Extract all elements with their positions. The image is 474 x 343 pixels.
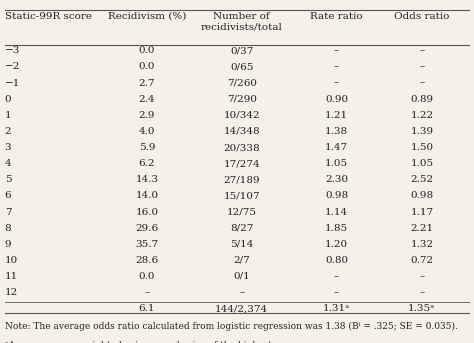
Text: ᵃAverages were weighted using sample size of the highest score.: ᵃAverages were weighted using sample siz… <box>5 341 302 343</box>
Text: 2.52: 2.52 <box>410 175 433 184</box>
Text: 4: 4 <box>5 159 11 168</box>
Text: 0/1: 0/1 <box>233 272 250 281</box>
Text: 0.98: 0.98 <box>410 191 433 200</box>
Text: 1.50: 1.50 <box>410 143 433 152</box>
Text: 2/7: 2/7 <box>233 256 250 265</box>
Text: 0.98: 0.98 <box>325 191 348 200</box>
Text: 2: 2 <box>5 127 11 136</box>
Text: 29.6: 29.6 <box>136 224 158 233</box>
Text: 2.30: 2.30 <box>325 175 348 184</box>
Text: 1.39: 1.39 <box>410 127 433 136</box>
Text: 35.7: 35.7 <box>136 240 158 249</box>
Text: 1.35ᵃ: 1.35ᵃ <box>408 304 436 313</box>
Text: 4.0: 4.0 <box>139 127 155 136</box>
Text: –: – <box>239 288 245 297</box>
Text: –: – <box>334 46 339 55</box>
Text: 5/14: 5/14 <box>230 240 254 249</box>
Text: 0.0: 0.0 <box>139 62 155 71</box>
Text: 12: 12 <box>5 288 18 297</box>
Text: 0.0: 0.0 <box>139 272 155 281</box>
Text: 5.9: 5.9 <box>139 143 155 152</box>
Text: –: – <box>334 79 339 87</box>
Text: 1.32: 1.32 <box>410 240 433 249</box>
Text: 1.22: 1.22 <box>410 111 433 120</box>
Text: 7/260: 7/260 <box>227 79 257 87</box>
Text: 0/37: 0/37 <box>230 46 254 55</box>
Text: –: – <box>334 272 339 281</box>
Text: 8/27: 8/27 <box>230 224 254 233</box>
Text: 0: 0 <box>5 95 11 104</box>
Text: 1.14: 1.14 <box>325 208 348 216</box>
Text: −1: −1 <box>5 79 20 87</box>
Text: 2.9: 2.9 <box>139 111 155 120</box>
Text: 1: 1 <box>5 111 11 120</box>
Text: 6: 6 <box>5 191 11 200</box>
Text: 0.90: 0.90 <box>325 95 348 104</box>
Text: –: – <box>334 62 339 71</box>
Text: 2.7: 2.7 <box>139 79 155 87</box>
Text: 15/107: 15/107 <box>223 191 260 200</box>
Text: –: – <box>419 272 425 281</box>
Text: 10: 10 <box>5 256 18 265</box>
Text: 17/274: 17/274 <box>223 159 260 168</box>
Text: 0.80: 0.80 <box>325 256 348 265</box>
Text: 1.21: 1.21 <box>325 111 348 120</box>
Text: 0/65: 0/65 <box>230 62 254 71</box>
Text: 8: 8 <box>5 224 11 233</box>
Text: 1.85: 1.85 <box>325 224 348 233</box>
Text: 7: 7 <box>5 208 11 216</box>
Text: 28.6: 28.6 <box>136 256 158 265</box>
Text: 3: 3 <box>5 143 11 152</box>
Text: 11: 11 <box>5 272 18 281</box>
Text: –: – <box>419 288 425 297</box>
Text: 6.2: 6.2 <box>139 159 155 168</box>
Text: 12/75: 12/75 <box>227 208 257 216</box>
Text: 14/348: 14/348 <box>223 127 260 136</box>
Text: Number of
recidivists/total: Number of recidivists/total <box>201 12 283 32</box>
Text: –: – <box>144 288 150 297</box>
Text: −2: −2 <box>5 62 20 71</box>
Text: Rate ratio: Rate ratio <box>310 12 363 21</box>
Text: 27/189: 27/189 <box>223 175 260 184</box>
Text: 5: 5 <box>5 175 11 184</box>
Text: 0.72: 0.72 <box>410 256 433 265</box>
Text: 1.31ᵃ: 1.31ᵃ <box>323 304 350 313</box>
Text: 144/2,374: 144/2,374 <box>215 304 268 313</box>
Text: 9: 9 <box>5 240 11 249</box>
Text: 0.0: 0.0 <box>139 46 155 55</box>
Text: 16.0: 16.0 <box>136 208 158 216</box>
Text: 1.05: 1.05 <box>325 159 348 168</box>
Text: 6.1: 6.1 <box>139 304 155 313</box>
Text: −3: −3 <box>5 46 20 55</box>
Text: Note: The average odds ratio calculated from logistic regression was 1.38 (Bⁱ = : Note: The average odds ratio calculated … <box>5 322 457 331</box>
Text: 14.3: 14.3 <box>136 175 158 184</box>
Text: 14.0: 14.0 <box>136 191 158 200</box>
Text: 0.89: 0.89 <box>410 95 433 104</box>
Text: 10/342: 10/342 <box>223 111 260 120</box>
Text: –: – <box>419 79 425 87</box>
Text: Recidivism (%): Recidivism (%) <box>108 12 186 21</box>
Text: Odds ratio: Odds ratio <box>394 12 449 21</box>
Text: 2.21: 2.21 <box>410 224 433 233</box>
Text: 2.4: 2.4 <box>139 95 155 104</box>
Text: 1.17: 1.17 <box>410 208 433 216</box>
Text: 1.47: 1.47 <box>325 143 348 152</box>
Text: 1.05: 1.05 <box>410 159 433 168</box>
Text: –: – <box>334 288 339 297</box>
Text: 1.38: 1.38 <box>325 127 348 136</box>
Text: 1.20: 1.20 <box>325 240 348 249</box>
Text: –: – <box>419 62 425 71</box>
Text: Static-99R score: Static-99R score <box>5 12 92 21</box>
Text: 20/338: 20/338 <box>223 143 260 152</box>
Text: –: – <box>419 46 425 55</box>
Text: 7/290: 7/290 <box>227 95 257 104</box>
